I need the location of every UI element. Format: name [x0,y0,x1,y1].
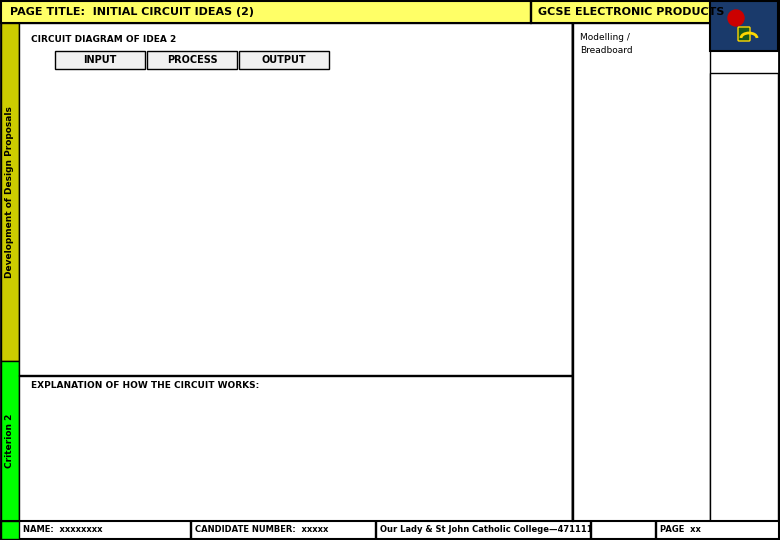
Text: Development of Design Proposals: Development of Design Proposals [5,106,15,278]
Bar [19,375,572,376]
Text: GCSE ELECTRONIC PRODUCTS: GCSE ELECTRONIC PRODUCTS [538,7,725,17]
Bar [1,521,19,539]
Text: Our Lady & St John Catholic College—471111: Our Lady & St John Catholic College—4711… [380,525,593,535]
Bar [55,51,145,69]
Bar [655,521,656,539]
Text: EXPLANATION OF HOW THE CIRCUIT WORKS:: EXPLANATION OF HOW THE CIRCUIT WORKS: [31,381,259,390]
Bar [710,1,778,51]
Text: OUTPUT: OUTPUT [261,55,307,65]
Bar [190,521,191,539]
Text: NAME:  xxxxxxxx: NAME: xxxxxxxx [23,525,102,535]
Bar [572,23,573,521]
Bar [19,23,572,521]
Bar [1,23,19,361]
Bar [710,73,778,521]
Bar [375,521,376,539]
Text: CIRCUIT DIAGRAM OF IDEA 2: CIRCUIT DIAGRAM OF IDEA 2 [31,35,176,44]
Bar [1,361,19,521]
Text: PROCESS: PROCESS [167,55,218,65]
Bar [1,1,779,23]
FancyBboxPatch shape [738,27,750,41]
Bar [572,23,710,521]
Text: PAGE TITLE:  INITIAL CIRCUIT IDEAS (2): PAGE TITLE: INITIAL CIRCUIT IDEAS (2) [10,7,254,17]
Text: PAGE  xx: PAGE xx [660,525,701,535]
Text: CANDIDATE NUMBER:  xxxxx: CANDIDATE NUMBER: xxxxx [195,525,328,535]
Text: INPUT: INPUT [83,55,117,65]
Bar [147,51,237,69]
Bar [239,51,329,69]
Bar [590,521,591,539]
Text: Modelling /
Breadboard: Modelling / Breadboard [580,33,633,55]
Circle shape [728,10,744,26]
Bar [1,521,779,539]
Bar [530,1,531,23]
Text: Criterion 2: Criterion 2 [5,414,15,468]
